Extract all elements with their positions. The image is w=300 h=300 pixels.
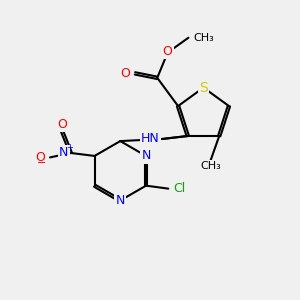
Text: S: S xyxy=(199,81,208,94)
Text: CH₃: CH₃ xyxy=(193,33,214,43)
Text: O: O xyxy=(36,151,46,164)
Text: HN: HN xyxy=(141,132,160,146)
Text: N: N xyxy=(116,194,125,207)
Text: −: − xyxy=(36,158,46,168)
Text: N: N xyxy=(59,146,68,160)
Text: O: O xyxy=(121,67,130,80)
Text: O: O xyxy=(163,45,172,58)
Text: O: O xyxy=(57,118,67,131)
Text: N: N xyxy=(141,149,151,162)
Text: CH₃: CH₃ xyxy=(200,161,221,171)
Text: +: + xyxy=(66,143,73,152)
Text: Cl: Cl xyxy=(173,182,185,195)
